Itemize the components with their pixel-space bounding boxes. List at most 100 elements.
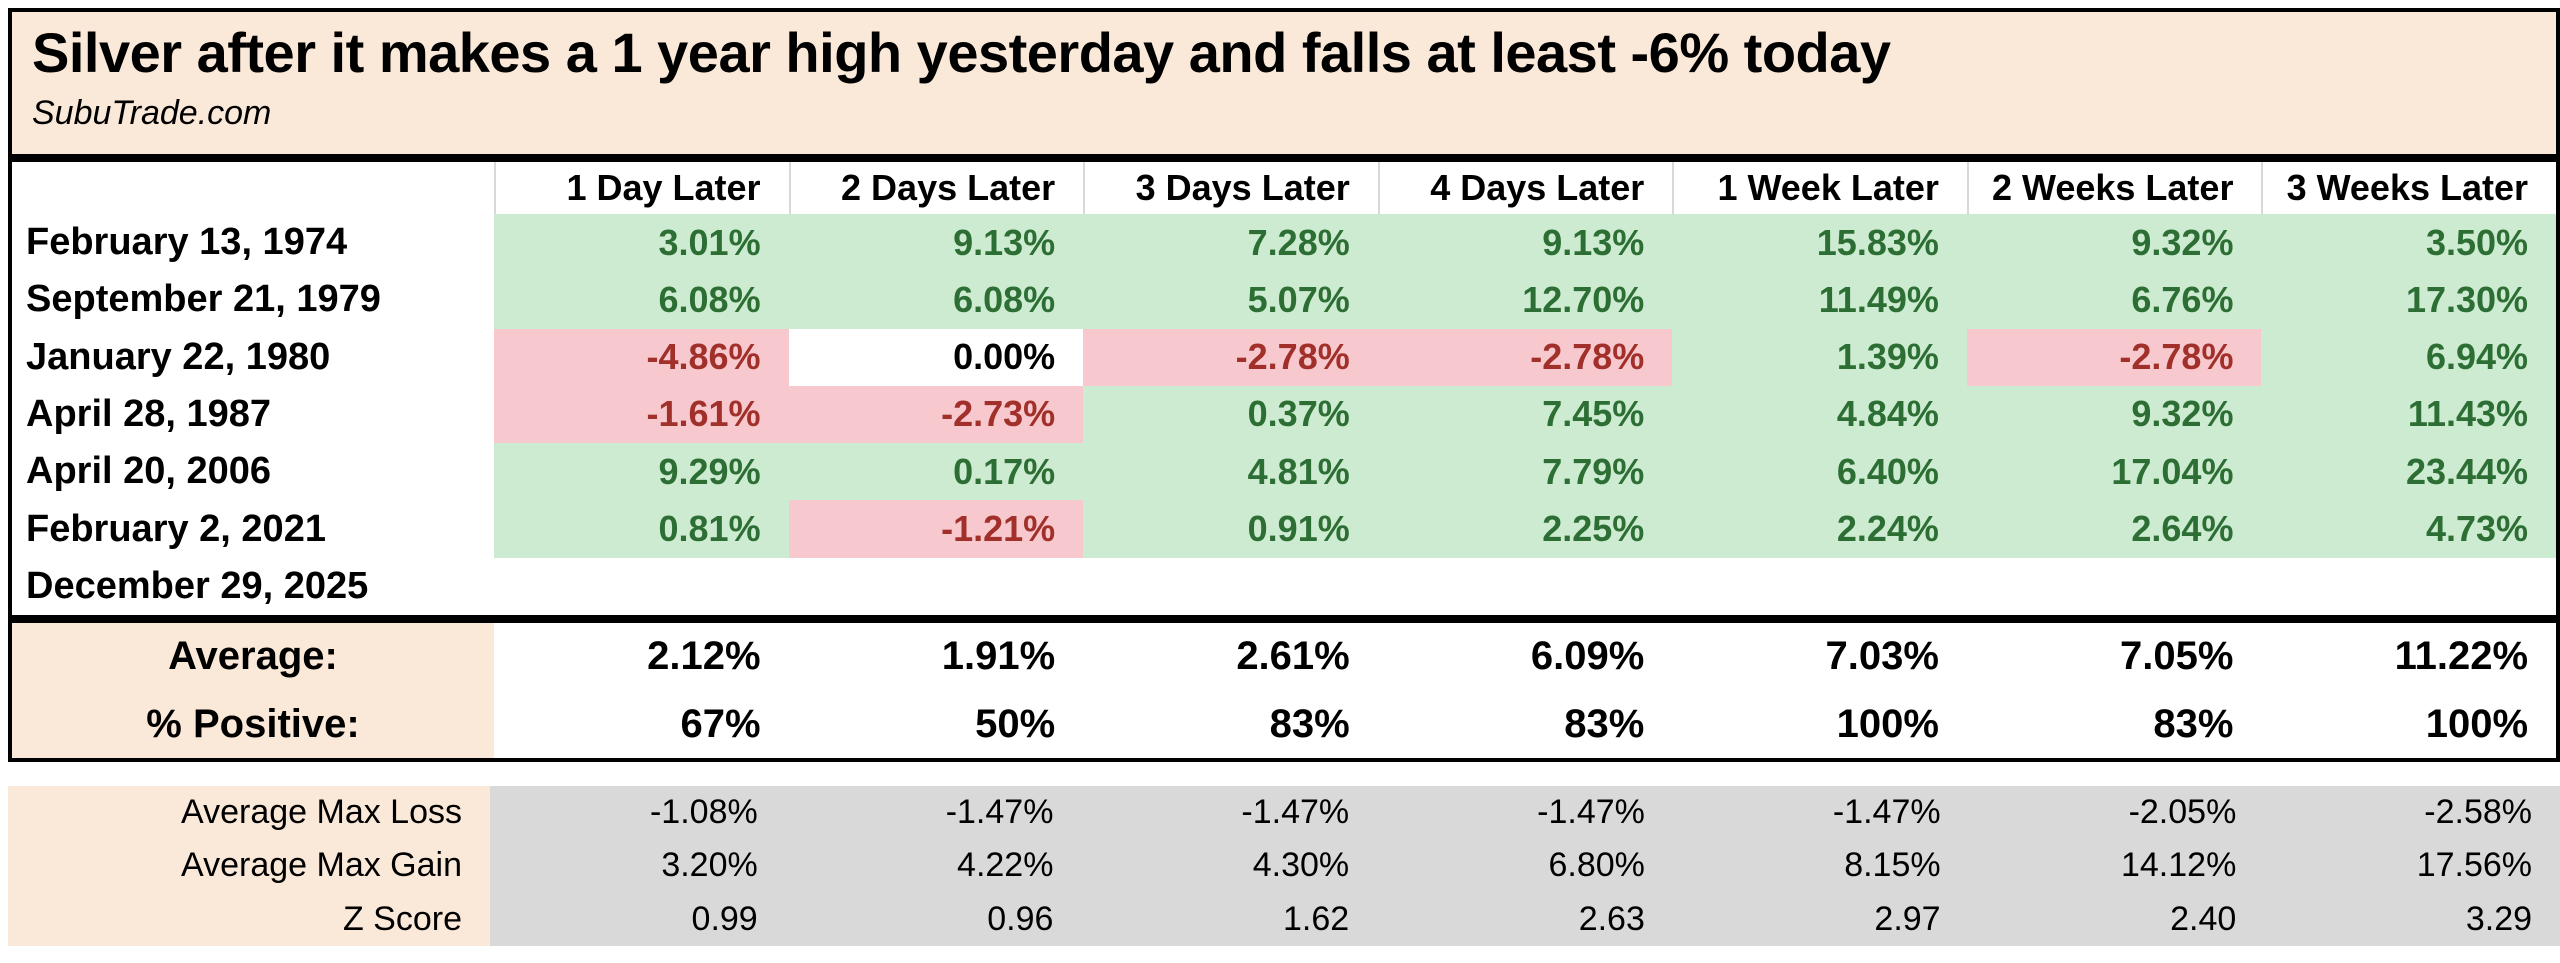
return-cell: -4.86% [494,328,789,386]
table-row: February 2, 2021 0.81% -1.21% 0.91% 2.25% 2.2… [12,500,2557,558]
return-cell: 9.32% [1966,214,2262,272]
column-header: 3 Days Later [1083,162,1378,214]
average-label: Average: [12,623,494,691]
return-cell [494,557,789,615]
return-cell [1672,557,1967,615]
return-cell: 1.39% [1672,328,1967,386]
return-cell [2261,557,2557,615]
title-block: Silver after it makes a 1 year high yest… [8,8,2560,158]
return-cell: 17.04% [1966,443,2262,501]
column-header: 2 Weeks Later [1966,162,2262,214]
percent-positive-value-cell: 83% [1564,701,1645,746]
stats-row-label: Average Max Gain [8,839,490,893]
return-cell: 23.44% [2261,443,2557,501]
return-cell: -2.78% [1377,328,1673,386]
return-cell: 9.29% [494,443,789,501]
average-value-cell: 1.91% [941,634,1056,679]
return-cell: 12.70% [1377,271,1673,329]
return-cell: 0.91% [1083,500,1378,558]
stats-value-cell: -1.47% [785,786,1082,840]
stats-value-cell: -1.47% [1081,786,1378,840]
stats-value-cell: 2.40 [1968,892,2265,946]
stats-row-label: Z Score [8,892,490,946]
column-header: 3 Weeks Later [2261,162,2556,214]
return-cell: 15.83% [1672,214,1967,272]
average-row: Average: 2.12% 1.91% 2.61% 6.09% 7.03% 7.05% 1… [12,623,2556,691]
row-date-label: April 20, 2006 [26,450,272,493]
stats-value-cell: 1.62 [1081,892,1378,946]
percent-positive-value-cell: 83% [1269,701,1350,746]
stats-row: Average Max Gain 3.20% 4.22% 4.30% 6.80% 8.15… [8,839,2560,893]
percent-positive-value-cell: 67% [680,701,761,746]
row-date-label: September 21, 1979 [26,278,381,321]
average-value-cell: 7.05% [2120,634,2234,679]
stats-value-cell: -1.47% [1672,786,1969,840]
stats-block: Average Max Loss -1.08% -1.47% -1.47% -1.47%… [8,786,2560,946]
return-cell: 7.79% [1377,443,1673,501]
stats-value-cell: 4.30% [1081,839,1378,893]
average-value-cell: 2.61% [1236,634,1350,679]
return-cell [1083,557,1378,615]
stats-value-cell: 0.96 [785,892,1082,946]
return-cell: 0.81% [494,500,789,558]
row-date-label: February 2, 2021 [26,507,326,550]
return-cell: 6.40% [1672,443,1967,501]
stats-value-cell: -1.08% [490,786,786,840]
return-cell: -2.78% [1966,328,2262,386]
return-cell: 9.13% [1377,214,1673,272]
percent-positive-value-cell: 50% [975,701,1056,746]
stats-value-cell: 2.63 [1377,892,1673,946]
return-cell: 9.32% [1966,385,2262,444]
average-value-cell: 7.03% [1825,634,1939,679]
return-cell: 6.08% [494,271,789,329]
page-title: Silver after it makes a 1 year high yest… [32,21,1891,84]
percent-positive-value-cell: 83% [2153,701,2234,746]
percent-positive-value-cell: 100% [1836,701,1939,746]
returns-table: 1 Day Later 2 Days Later 3 Days Later 4 Day… [8,158,2560,619]
table-row: September 21, 1979 6.08% 6.08% 5.07% 12.70% 1… [12,271,2557,329]
row-date-label: February 13, 1974 [26,221,348,264]
return-cell: 0.17% [788,443,1084,501]
subtitle-watermark: SubuTrade.com [32,93,272,132]
return-cell: 4.84% [1672,385,1967,444]
stats-row: Average Max Loss -1.08% -1.47% -1.47% -1.47%… [8,786,2560,840]
column-header: 1 Day Later [494,162,789,214]
column-header: 2 Days Later [788,162,1084,214]
stats-value-cell: -2.58% [2264,786,2560,840]
return-cell: 2.24% [1672,500,1967,558]
return-cell: 0.37% [1083,385,1378,444]
return-cell: 11.49% [1672,271,1967,329]
stats-row-label: Average Max Loss [8,786,490,840]
percent-positive-label: % Positive: [12,690,494,758]
return-cell: 6.08% [788,271,1084,329]
average-value-cell: 2.12% [647,634,761,679]
column-header: 1 Week Later [1672,162,1967,214]
stats-value-cell: 3.29 [2264,892,2560,946]
average-value-cell: 6.09% [1530,634,1645,679]
percent-positive-value-cell: 100% [2425,701,2529,746]
stats-value-cell: 14.12% [1968,839,2265,893]
return-cell: 4.81% [1083,443,1378,501]
table-row: February 13, 1974 3.01% 9.13% 7.28% 9.13% 15.… [12,214,2557,272]
stats-value-cell: -2.05% [1968,786,2265,840]
stats-value-cell: 6.80% [1377,839,1673,893]
return-cell: 3.50% [2261,214,2557,272]
table-row: January 22, 1980 -4.86% 0.00% -2.78% -2.78% 1… [12,328,2557,386]
return-cell: 7.28% [1083,214,1378,272]
return-cell: 2.64% [1966,500,2262,558]
summary-block: Average: 2.12% 1.91% 2.61% 6.09% 7.03% 7.05% 1… [8,619,2560,762]
return-cell: -2.73% [788,385,1084,444]
row-date-label: April 28, 1987 [26,392,272,435]
table-row: April 20, 2006 9.29% 0.17% 4.81% 7.79% 6.40% 1… [12,443,2557,501]
return-cell: 6.94% [2261,328,2557,386]
return-cell: 0.00% [788,328,1084,386]
return-cell: 6.76% [1966,271,2262,329]
table-row: April 28, 1987 -1.61% -2.73% 0.37% 7.45% 4.84… [12,385,2557,444]
return-cell: 7.45% [1377,385,1673,444]
stats-value-cell: 3.20% [490,839,786,893]
stats-value-cell: -1.47% [1377,786,1673,840]
return-cell: -2.78% [1083,328,1378,386]
average-value-cell: 11.22% [2394,634,2529,679]
return-cell [1377,557,1673,615]
